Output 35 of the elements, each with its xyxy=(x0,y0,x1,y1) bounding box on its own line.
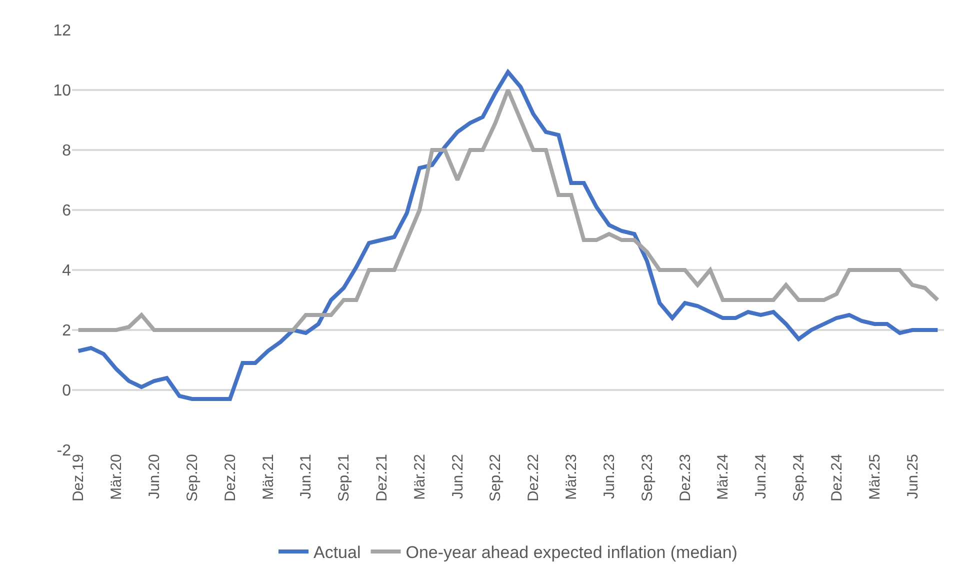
x-tick-label: Sep.23 xyxy=(638,454,656,502)
y-tick-label: -2 xyxy=(56,442,72,460)
x-tick-label: Mär.22 xyxy=(411,454,428,500)
x-tick-label: Sep.24 xyxy=(790,454,808,502)
x-tick-label: Dez.19 xyxy=(70,454,88,502)
x-tick-label: Dez.21 xyxy=(373,454,390,502)
x-tick-label: Jun.25 xyxy=(904,454,922,500)
x-tick-label: Dez.20 xyxy=(222,454,239,502)
x-tick-label: Mär.21 xyxy=(260,454,277,500)
y-tick-label: 2 xyxy=(62,322,72,340)
y-tick-label: 12 xyxy=(53,22,72,40)
x-tick-label: Sep.22 xyxy=(487,454,504,502)
line-series xyxy=(76,88,940,332)
y-tick-label: 6 xyxy=(62,202,72,220)
y-tick-label: 8 xyxy=(62,142,72,160)
x-tick-label: Mär.23 xyxy=(563,454,580,500)
x-tick-label: Mär.24 xyxy=(714,454,732,500)
x-tick-label: Mär.25 xyxy=(866,454,884,500)
x-tick-label: Dez.24 xyxy=(828,454,846,502)
x-tick-label: Sep.20 xyxy=(184,454,201,502)
x-tick-label: Jun.21 xyxy=(298,454,315,500)
x-tick-label: Dez.23 xyxy=(676,454,694,502)
x-tick-label: Jun.23 xyxy=(600,454,618,500)
x-tick-label: Sep.21 xyxy=(336,454,353,502)
x-tick-label: Jun.20 xyxy=(146,454,164,500)
legend-label: Actual xyxy=(314,543,361,562)
line-series xyxy=(76,70,940,401)
y-tick-label: 0 xyxy=(62,382,72,400)
x-tick-label: Dez.22 xyxy=(525,454,542,502)
legend-label: One-year ahead expected inflation (median) xyxy=(406,543,738,562)
x-tick-label: Jun.24 xyxy=(752,454,770,500)
x-tick-label: Mär.20 xyxy=(108,454,126,500)
y-tick-label: 4 xyxy=(62,262,72,280)
x-tick-label: Jun.22 xyxy=(449,454,466,500)
y-tick-label: 10 xyxy=(53,82,72,100)
